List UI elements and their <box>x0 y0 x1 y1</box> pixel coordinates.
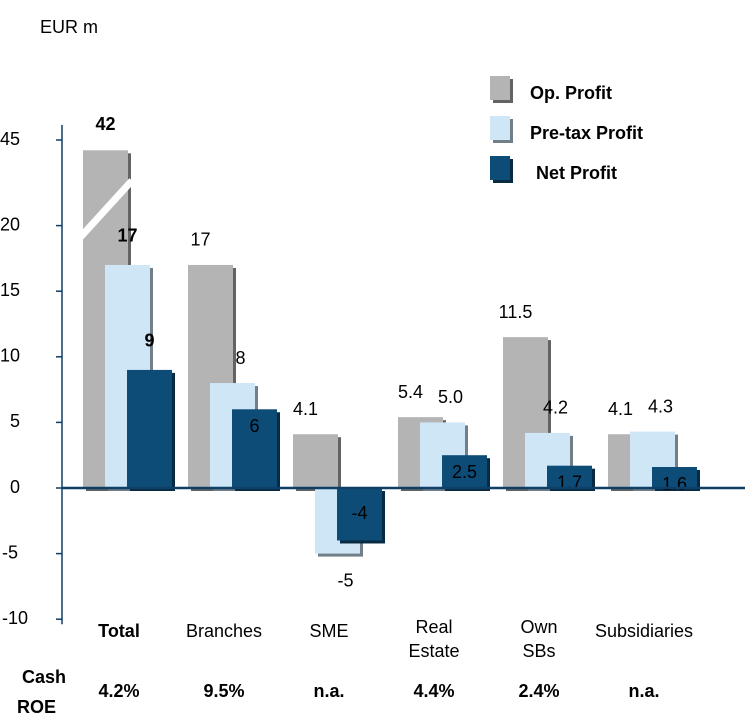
data-label: 5.0 <box>438 387 463 407</box>
data-label: 17 <box>117 226 137 246</box>
y-tick-label: -10 <box>2 608 28 628</box>
y-tick-label: 15 <box>0 280 20 300</box>
y-tick-label: 0 <box>10 477 20 497</box>
y-tick-label: 10 <box>0 346 20 366</box>
legend-swatch <box>490 156 510 180</box>
y-tick-label: 20 <box>0 214 20 234</box>
data-label: 8 <box>235 348 245 368</box>
roe-value: n.a. <box>313 681 344 701</box>
legend-swatch <box>490 76 510 100</box>
data-label: 4.1 <box>293 399 318 419</box>
legend-label: Net Profit <box>536 163 617 183</box>
bar <box>127 369 172 488</box>
data-label: -5 <box>337 570 353 590</box>
x-tick-label: SME <box>309 621 348 641</box>
data-label: -4 <box>351 503 367 523</box>
x-tick-label: Real Estate <box>408 617 459 661</box>
legend-swatch <box>490 116 510 140</box>
data-label: 4.2 <box>543 398 568 418</box>
data-label: 5.4 <box>398 382 423 402</box>
roe-label: ROE <box>17 697 56 717</box>
unit-label: EUR m <box>40 17 98 37</box>
data-label: 11.5 <box>499 302 533 322</box>
roe-value: 9.5% <box>203 681 244 701</box>
data-label: 4.1 <box>608 399 633 419</box>
y-tick-label: -5 <box>2 542 18 562</box>
x-tick-label: Branches <box>186 621 262 641</box>
bar <box>232 409 277 488</box>
y-tick-label: 45 <box>0 129 20 149</box>
data-label: 6 <box>249 416 259 436</box>
data-label: 17 <box>190 230 210 250</box>
legend-label: Pre-tax Profit <box>530 123 643 143</box>
roe-value: 4.2% <box>98 681 139 701</box>
data-label: 42 <box>95 114 115 134</box>
y-tick-label: 5 <box>10 411 20 431</box>
data-label: 1.7 <box>557 472 582 492</box>
data-label: 4.3 <box>648 396 673 416</box>
bar <box>652 467 697 488</box>
roe-value: 2.4% <box>518 681 559 701</box>
bar <box>442 455 487 488</box>
data-label: 9 <box>144 331 154 351</box>
bar <box>293 434 338 488</box>
data-label: 1.6 <box>662 474 687 494</box>
roe-value: 4.4% <box>413 681 454 701</box>
x-tick-label: Own SBs <box>520 617 557 661</box>
x-tick-label: Total <box>98 621 140 641</box>
roe-label: Cash <box>22 667 66 687</box>
axis-break <box>77 178 135 240</box>
x-tick-label: Subsidiaries <box>595 621 693 641</box>
legend-label: Op. Profit <box>530 83 612 103</box>
data-label: 2.5 <box>452 462 477 482</box>
bar <box>337 488 382 541</box>
roe-value: n.a. <box>628 681 659 701</box>
bar <box>547 465 592 488</box>
